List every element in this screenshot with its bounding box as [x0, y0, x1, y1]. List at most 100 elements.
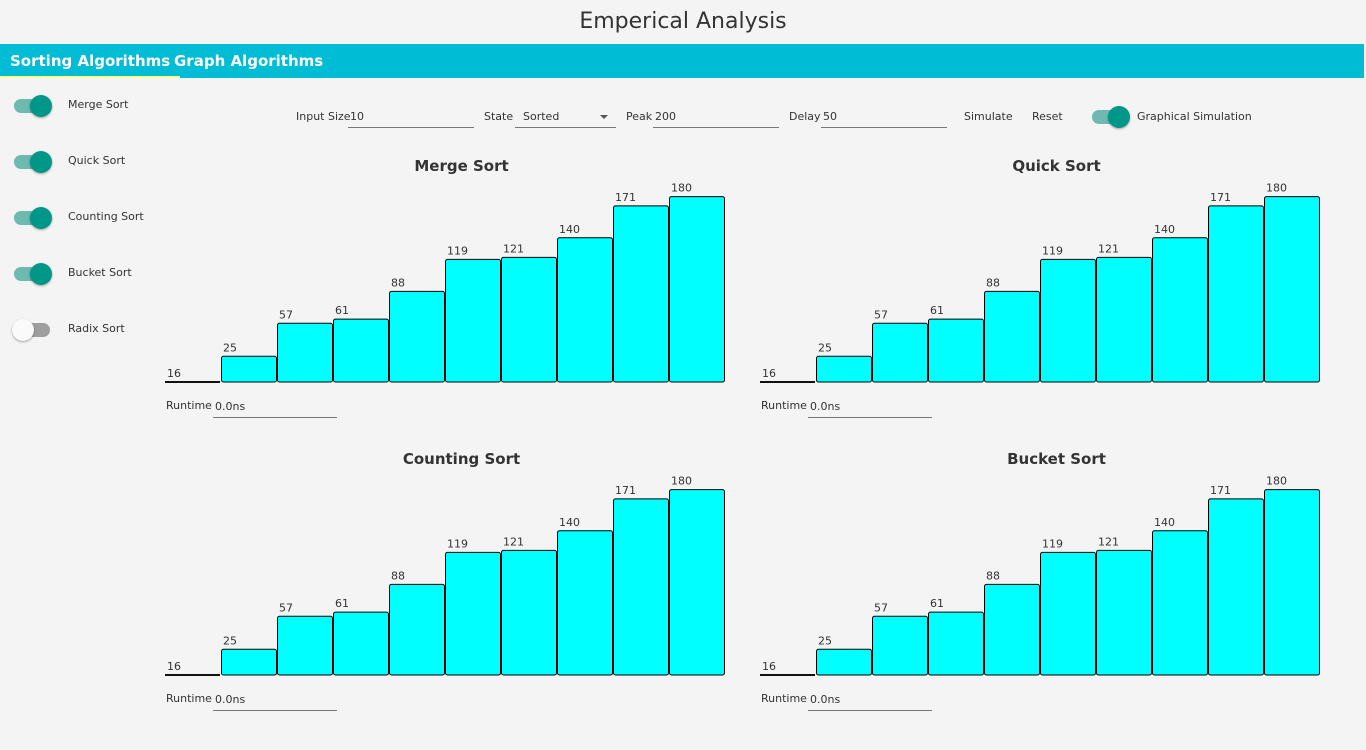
bar: [872, 322, 928, 383]
delay-field[interactable]: [821, 106, 947, 128]
data-label: 25: [223, 341, 237, 354]
state-select[interactable]: Sorted: [515, 106, 616, 128]
data-label: 180: [671, 475, 692, 488]
chart-bucket-sort: Bucket Sort 16 25 57 61 88 119 121 140 171 180 Ru…: [759, 450, 1339, 720]
counting-sort-toggle[interactable]: [14, 207, 52, 229]
graphical-simulation-label: Graphical Simulation: [1137, 110, 1252, 123]
bar: [277, 615, 333, 676]
sidebar-item-bucket-sort: Bucket Sort: [14, 263, 164, 288]
data-label: 140: [1154, 223, 1175, 236]
bar: [221, 648, 277, 676]
sidebar-item-radix-sort: Radix Sort: [12, 319, 164, 344]
bar-chart-svg: 16 25 57 61 88 119 121 140 171 180: [760, 475, 1320, 676]
data-label: 119: [447, 537, 468, 550]
chart-merge-sort: Merge Sort 16 25 57 61 88 119 121 140 171 180 Run…: [164, 157, 744, 427]
data-label: 57: [874, 308, 888, 321]
data-label: 140: [1154, 516, 1175, 529]
data-label: 61: [335, 304, 349, 317]
bar: [928, 318, 984, 383]
data-label: 88: [986, 276, 1000, 289]
tab-sorting-algorithms[interactable]: Sorting Algorithms: [0, 44, 181, 78]
bar: [445, 258, 501, 383]
bar-chart-svg: 16 25 57 61 88 119 121 140 171 180: [165, 182, 725, 383]
bar: [389, 290, 445, 383]
simulate-button[interactable]: Simulate: [964, 110, 1013, 123]
bar-chart-svg: 16 25 57 61 88 119 121 140 171 180: [760, 182, 1320, 383]
bar-chart-svg: 16 25 57 61 88 119 121 140 171 180: [165, 475, 725, 676]
runtime-value: 0.0ns: [808, 693, 932, 711]
bar: [445, 551, 501, 676]
bar: [557, 530, 613, 676]
bar: [669, 489, 725, 676]
bar: [1208, 205, 1264, 383]
runtime-value: 0.0ns: [808, 400, 932, 418]
sidebar-item-label: Merge Sort: [68, 98, 129, 111]
chart-title: Merge Sort: [414, 157, 509, 175]
data-label: 119: [1042, 244, 1063, 257]
bar: [1208, 498, 1264, 676]
bar: [333, 318, 389, 383]
data-label: 121: [1098, 535, 1119, 548]
app-title: Emperical Analysis: [579, 9, 787, 34]
data-label: 171: [1210, 484, 1231, 497]
toggle-knob: [1108, 106, 1130, 128]
toggle-knob: [30, 263, 52, 285]
bar: [1040, 258, 1096, 383]
data-label: 61: [930, 304, 944, 317]
toggle-knob: [30, 151, 52, 173]
bar: [669, 196, 725, 383]
peak-label: Peak: [626, 110, 653, 123]
chevron-down-icon: [600, 115, 608, 119]
bar: [1264, 196, 1320, 383]
bar: [1040, 551, 1096, 676]
data-label: 180: [1266, 182, 1287, 195]
bar: [872, 615, 928, 676]
input-size-field[interactable]: [348, 106, 474, 128]
delay-label: Delay: [789, 110, 821, 123]
data-label: 88: [986, 569, 1000, 582]
bar: [928, 611, 984, 676]
bucket-sort-toggle[interactable]: [14, 263, 52, 285]
chart-title: Counting Sort: [402, 450, 521, 468]
radix-sort-toggle[interactable]: [12, 319, 50, 341]
data-label: 25: [818, 341, 832, 354]
peak-field[interactable]: [653, 106, 779, 128]
runtime-value: 0.0ns: [213, 693, 337, 711]
data-label: 171: [1210, 191, 1231, 204]
data-label: 16: [167, 367, 181, 380]
bar: [1152, 237, 1208, 383]
chart-counting-sort: Counting Sort 16 25 57 61 88 119 121 140 171 180 …: [164, 450, 744, 720]
chart-title: Quick Sort: [1012, 157, 1101, 175]
data-label: 16: [762, 660, 776, 673]
data-label: 180: [1266, 475, 1287, 488]
data-label: 16: [167, 660, 181, 673]
merge-sort-toggle[interactable]: [14, 95, 52, 117]
data-label: 121: [503, 242, 524, 255]
bar: [613, 205, 669, 383]
data-label: 25: [818, 634, 832, 647]
bar: [613, 498, 669, 676]
tab-strip: Sorting Algorithms Graph Algorithms: [0, 44, 1364, 78]
runtime-label: Runtime: [761, 399, 807, 412]
sidebar-item-counting-sort: Counting Sort: [14, 207, 164, 232]
graphical-simulation-toggle[interactable]: [1092, 106, 1130, 128]
data-label: 121: [503, 535, 524, 548]
data-label: 119: [1042, 537, 1063, 550]
data-label: 61: [335, 597, 349, 610]
bar: [984, 583, 1040, 676]
reset-button[interactable]: Reset: [1032, 110, 1063, 123]
quick-sort-toggle[interactable]: [14, 151, 52, 173]
data-label: 16: [762, 367, 776, 380]
chart-title: Bucket Sort: [1007, 450, 1106, 468]
toggle-knob: [30, 207, 52, 229]
bar: [501, 549, 557, 676]
sidebar-item-label: Counting Sort: [68, 210, 144, 223]
runtime-value: 0.0ns: [213, 400, 337, 418]
chart-quick-sort: Quick Sort 16 25 57 61 88 119 121 140 171 180 Run…: [759, 157, 1339, 427]
data-label: 61: [930, 597, 944, 610]
sidebar-item-label: Quick Sort: [68, 154, 126, 167]
runtime-label: Runtime: [761, 692, 807, 705]
data-label: 25: [223, 634, 237, 647]
tab-graph-algorithms[interactable]: Graph Algorithms: [174, 52, 324, 70]
bar: [1152, 530, 1208, 676]
